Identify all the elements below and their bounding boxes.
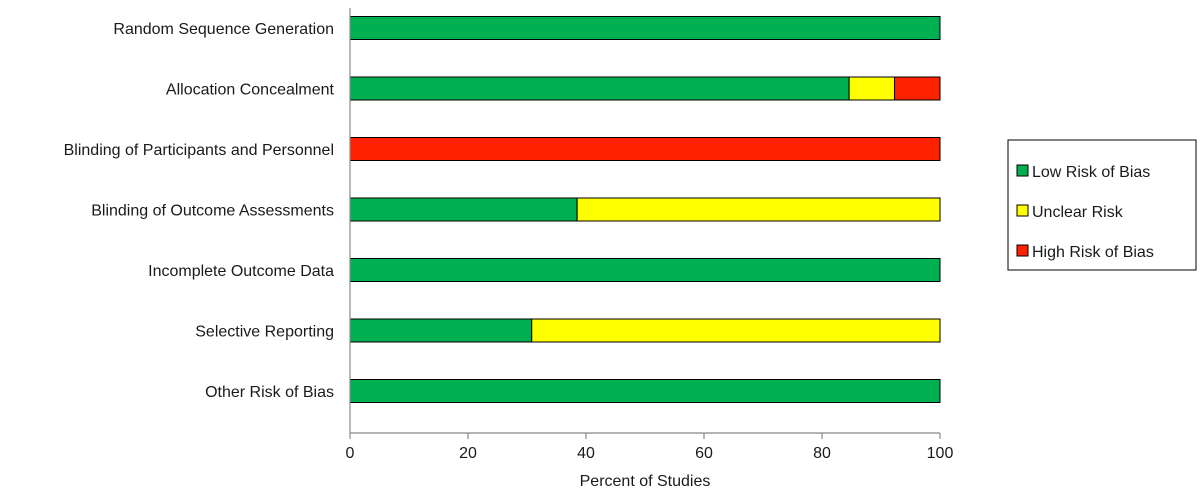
bar-segment-unclear-risk bbox=[531, 318, 941, 343]
x-tick-label: 40 bbox=[577, 445, 595, 462]
category-label: Selective Reporting bbox=[195, 324, 334, 341]
category-label: Allocation Concealment bbox=[166, 82, 335, 99]
x-tick-label: 0 bbox=[346, 445, 355, 462]
x-axis-title: Percent of Studies bbox=[580, 473, 711, 490]
bar-segment-low-risk-of-bias bbox=[349, 258, 941, 282]
category-label: Incomplete Outcome Data bbox=[148, 263, 334, 280]
x-tick-label: 80 bbox=[813, 445, 831, 462]
bar-segment-unclear-risk bbox=[848, 76, 896, 101]
bar-segment-low-risk-of-bias bbox=[349, 16, 941, 40]
bar-segment-high-risk-of-bias bbox=[349, 137, 941, 161]
bar-segment-high-risk-of-bias bbox=[894, 76, 941, 101]
x-tick-label: 100 bbox=[927, 445, 954, 462]
bar-segment-low-risk-of-bias bbox=[349, 318, 533, 343]
category-label: Blinding of Outcome Assessments bbox=[91, 203, 334, 220]
legend-box bbox=[1007, 139, 1197, 271]
bar-segment-low-risk-of-bias bbox=[349, 197, 578, 222]
legend-swatch bbox=[1016, 244, 1029, 257]
legend-label: High Risk of Bias bbox=[1032, 244, 1154, 261]
legend-label: Unclear Risk bbox=[1032, 204, 1124, 221]
legend-swatch bbox=[1016, 204, 1029, 217]
x-tick-label: 20 bbox=[459, 445, 477, 462]
legend-label: Low Risk of Bias bbox=[1032, 164, 1150, 181]
category-label: Other Risk of Bias bbox=[205, 384, 334, 401]
bar-segment-low-risk-of-bias bbox=[349, 379, 941, 403]
category-label: Random Sequence Generation bbox=[113, 21, 334, 38]
bar-segment-low-risk-of-bias bbox=[349, 76, 850, 101]
category-label: Blinding of Participants and Personnel bbox=[64, 142, 334, 159]
bar-segment-unclear-risk bbox=[576, 197, 941, 222]
legend-swatch bbox=[1016, 164, 1029, 177]
x-tick-label: 60 bbox=[695, 445, 713, 462]
